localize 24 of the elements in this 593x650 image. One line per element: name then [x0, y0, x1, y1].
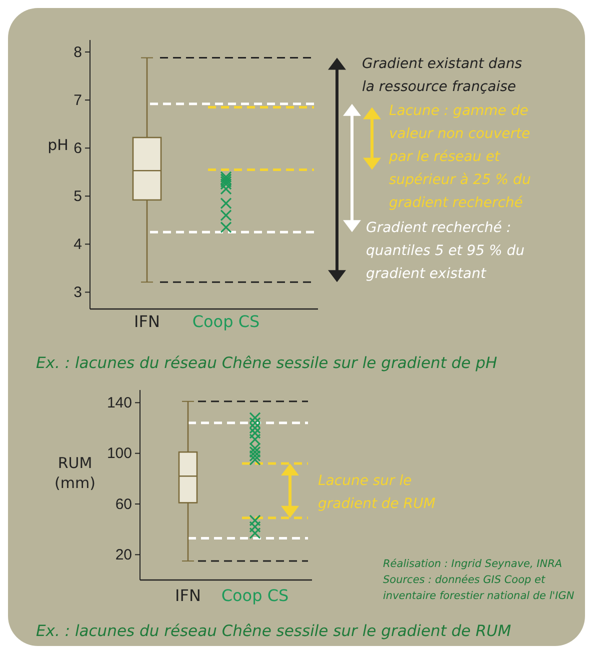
y-tick-label: 60	[115, 496, 132, 513]
text: Ex. : lacunes du réseau Chêne sessile sur le gradient de RUM	[36, 622, 512, 640]
y-tick-label: 8	[74, 44, 82, 61]
y-tick-label: 20	[115, 546, 132, 564]
y-axis-title: pH	[48, 136, 68, 154]
text: Ex. : lacunes du réseau Chêne sessile sur le gradient de pH	[36, 354, 498, 372]
x-tick-label: Coop CS	[221, 586, 289, 605]
y-tick-label: 7	[74, 92, 82, 109]
x-tick-label: Coop CS	[192, 312, 260, 331]
text: Gradient recherché : quantiles 5 et 95 % du gradient existant	[366, 220, 525, 282]
y-tick-label: 4	[74, 236, 82, 253]
source-note: Sources : données GIS Coop et inventaire forestier national de l'IGN	[383, 574, 574, 602]
x-tick-label: IFN	[175, 586, 201, 605]
text: Lacune : gamme de valeur non couverte par le réseau et supérieur à 25 % du gradient recherché	[388, 103, 531, 211]
text: Gradient existant dans la ressource française	[362, 56, 522, 95]
y-tick-label: 5	[74, 188, 82, 205]
x-tick-label: IFN	[134, 312, 160, 331]
y-axis-title: RUM (mm)	[54, 454, 96, 492]
text: Réalisation : Ingrid Seynave, INRA	[383, 558, 562, 570]
y-tick-label: 140	[106, 394, 132, 412]
y-tick-label: 3	[74, 284, 82, 301]
y-tick-label: 100	[106, 445, 132, 462]
y-tick-label: 6	[74, 140, 82, 157]
text: Lacune sur le gradient de RUM	[318, 473, 436, 512]
